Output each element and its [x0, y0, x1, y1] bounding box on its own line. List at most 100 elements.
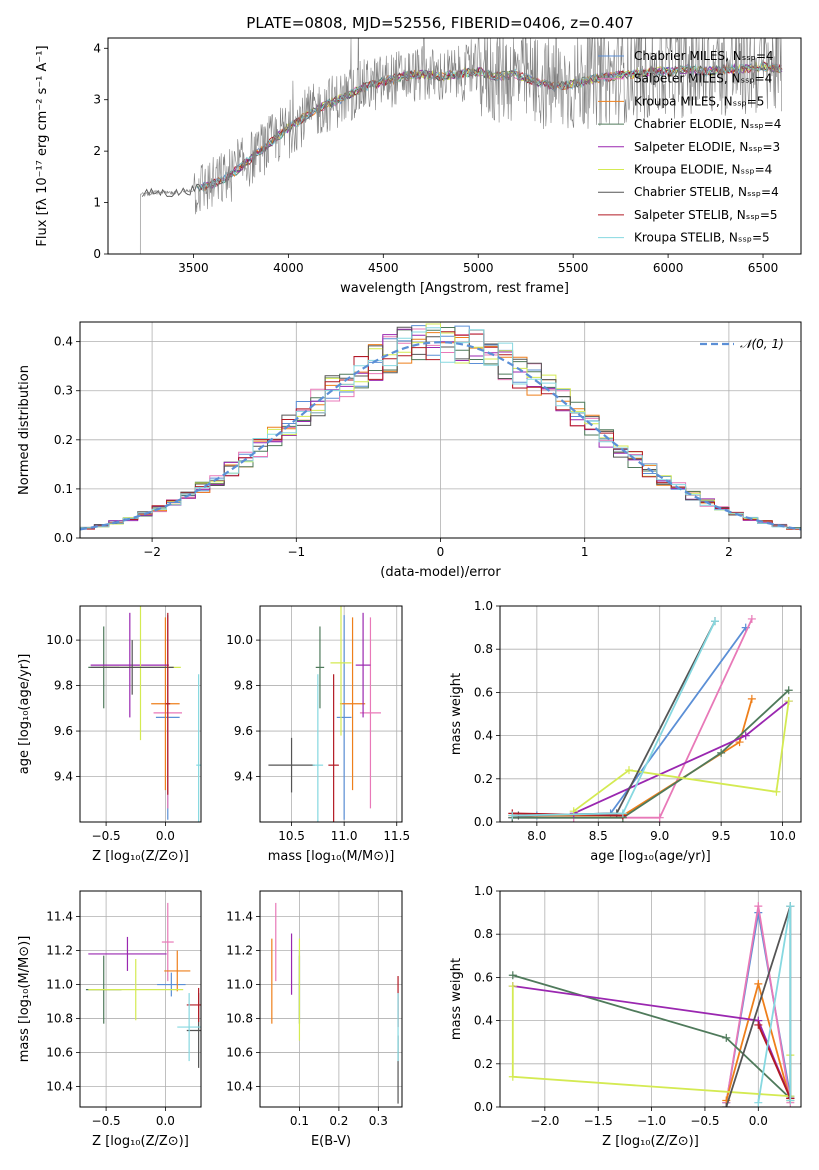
panel-mass-vs-ebv: 0.1 0.2 0.3 10.4 10.6 10.8 11.0 11.2 11.4 E(B-V) — [226, 890, 403, 1149]
legend-entry: Salpeter ELODIE, Nₛₛₚ=3 — [634, 140, 780, 154]
axes-frame — [79, 605, 202, 823]
weight-marker-chabrier-elodie — [722, 1033, 731, 1042]
weight-marker-salpeter-miles — [655, 813, 664, 822]
y-axis-label: mass weight — [449, 673, 464, 755]
weight-marker-kroupa-miles — [747, 694, 756, 703]
panel-weight-vs-age: 8.0 8.5 9.0 9.5 10.0 0.0 0.2 0.4 0.6 0.8 1.0 age [l… — [449, 599, 802, 864]
x-tick-label: 11.5 — [383, 829, 410, 843]
legend-entry: Kroupa ELODIE, Nₛₛₚ=4 — [634, 163, 772, 177]
x-tick-label: 0.0 — [749, 1114, 768, 1128]
y-tick-label: 1.0 — [474, 884, 493, 898]
y-tick-label: 11.0 — [226, 978, 253, 992]
y-tick-label: 0.8 — [474, 642, 493, 656]
y-tick-label: 0.2 — [54, 433, 73, 447]
panel-age-vs-Z: −0.5 0.0 9.4 9.6 9.8 10.0 Z [log₁₀(Z/Z⊙)] age [… — [17, 605, 202, 864]
y-tick-label: 11.2 — [226, 944, 253, 958]
weight-marker-kroupa-miles — [754, 979, 763, 988]
x-tick-label: 6000 — [653, 261, 684, 275]
weight-marker-kroupa-elodie — [625, 766, 633, 775]
weight-marker-kroupa-elodie — [784, 697, 793, 706]
weight-line-kroupa-stelib — [512, 620, 716, 817]
weight-marker-kroupa-stelib — [711, 617, 719, 626]
x-tick-label: 9.0 — [650, 829, 669, 843]
y-axis-label: Normed distribution — [17, 365, 32, 495]
x-axis-label: Z [log₁₀(Z/Z⊙)] — [602, 1134, 699, 1149]
weight-marker-salpeter-miles — [747, 614, 756, 623]
plot-area — [88, 606, 201, 822]
y-tick-label: 0.4 — [474, 1014, 493, 1028]
legend-entry: Chabrier ELODIE, Nₛₛₚ=4 — [634, 117, 781, 131]
x-tick-label: 3500 — [178, 261, 209, 275]
weight-marker-kroupa-elodie — [508, 1072, 517, 1081]
legend-entry: Chabrier STELIB, Nₛₛₚ=4 — [634, 185, 779, 199]
y-tick-label: 0.4 — [474, 729, 493, 743]
y-tick-label: 0.6 — [474, 970, 493, 984]
x-tick-label: 0.0 — [156, 1114, 175, 1128]
axes-frame — [499, 605, 802, 823]
weight-marker-kroupa-stelib — [786, 902, 795, 911]
weight-line-salpeter-elodie — [573, 700, 790, 815]
y-tick-label: 10.4 — [46, 1080, 73, 1094]
axes-frame — [107, 37, 802, 255]
x-tick-label: 9.5 — [712, 829, 731, 843]
panel-weight-vs-Z: −2.0 −1.5 −1.0 −0.5 0.0 0.0 0.2 0.4 0.6 0.8 1.0 Z [… — [449, 884, 802, 1149]
panel-residuals: −2 −1 0 1 2 0.0 0.1 0.2 0.3 0.4 (data-model)/error… — [17, 321, 802, 580]
y-tick-label: 11.2 — [46, 944, 73, 958]
y-tick-label: 10.8 — [46, 1012, 73, 1026]
y-tick-label: 11.0 — [46, 978, 73, 992]
y-tick-label: 10.0 — [46, 633, 73, 647]
x-tick-label: −1.0 — [637, 1114, 666, 1128]
legend-entry: Salpeter STELIB, Nₛₛₚ=5 — [634, 208, 778, 222]
axes-frame — [499, 890, 802, 1108]
x-tick-label: −0.5 — [92, 1114, 121, 1128]
y-tick-label: 10.6 — [226, 1046, 253, 1060]
weight-marker-kroupa-miles — [735, 738, 744, 747]
y-axis-label: mass weight — [449, 958, 464, 1040]
y-tick-label: 11.4 — [46, 910, 73, 924]
y-tick-label: 0 — [93, 247, 101, 261]
y-tick-label: 9.4 — [234, 770, 253, 784]
y-tick-label: 10.0 — [226, 633, 253, 647]
histogram-kroupa-stelib — [80, 327, 801, 529]
y-tick-label: 0.4 — [54, 335, 73, 349]
weight-line-chabrier-elodie — [512, 689, 790, 819]
x-tick-label: 0.1 — [290, 1114, 309, 1128]
plot-area — [85, 902, 201, 1068]
x-tick-label: −0.5 — [92, 829, 121, 843]
weight-marker-kroupa-stelib — [754, 1098, 763, 1107]
y-tick-label: 10.8 — [226, 1012, 253, 1026]
weight-line-kroupa-elodie — [573, 700, 790, 812]
y-axis-label: age [log₁₀(age/yr)] — [17, 654, 32, 775]
legend-entry: Kroupa MILES, Nₛₛₚ=5 — [634, 94, 764, 108]
x-tick-label: 10.0 — [769, 829, 796, 843]
x-tick-label: −2 — [143, 545, 161, 559]
weight-marker-kroupa-stelib — [618, 809, 627, 818]
weight-line-chabrier-stelib — [518, 620, 716, 817]
x-axis-label: mass [log₁₀(M/M⊙)] — [268, 849, 395, 864]
legend-entry: Kroupa STELIB, Nₛₛₚ=5 — [634, 231, 770, 245]
panel-mass-vs-Z: −0.5 0.0 10.4 10.6 10.8 11.0 11.2 11.4 Z [log₁₀(… — [17, 890, 202, 1149]
legend-entry: Salpeter MILES, Nₛₛₚ=4 — [634, 72, 772, 86]
x-tick-label: −2.0 — [530, 1114, 559, 1128]
y-tick-label: 0.6 — [474, 685, 493, 699]
weight-marker-kroupa-elodie — [508, 982, 517, 991]
x-tick-label: −0.5 — [690, 1114, 719, 1128]
x-tick-label: 6500 — [748, 261, 779, 275]
x-axis-label: (data-model)/error — [380, 565, 501, 580]
y-tick-label: 0.0 — [54, 531, 73, 545]
x-tick-label: 0.3 — [369, 1114, 388, 1128]
legend-entry: Chabrier MILES, Nₛₛₚ=4 — [634, 49, 774, 63]
x-tick-label: 10.5 — [278, 829, 305, 843]
x-tick-label: 2 — [725, 545, 733, 559]
x-tick-label: 0.0 — [156, 829, 175, 843]
weight-marker-chabrier-elodie — [508, 971, 517, 980]
legend-entry: 𝒩(0, 1) — [740, 337, 784, 351]
plot-area — [268, 606, 381, 822]
plot-area — [80, 323, 801, 531]
x-tick-label: −1.5 — [584, 1114, 613, 1128]
x-tick-label: 11.0 — [331, 829, 358, 843]
y-tick-label: 0.8 — [474, 927, 493, 941]
y-tick-label: 0.2 — [474, 1057, 493, 1071]
y-tick-label: 0.0 — [474, 1100, 493, 1114]
